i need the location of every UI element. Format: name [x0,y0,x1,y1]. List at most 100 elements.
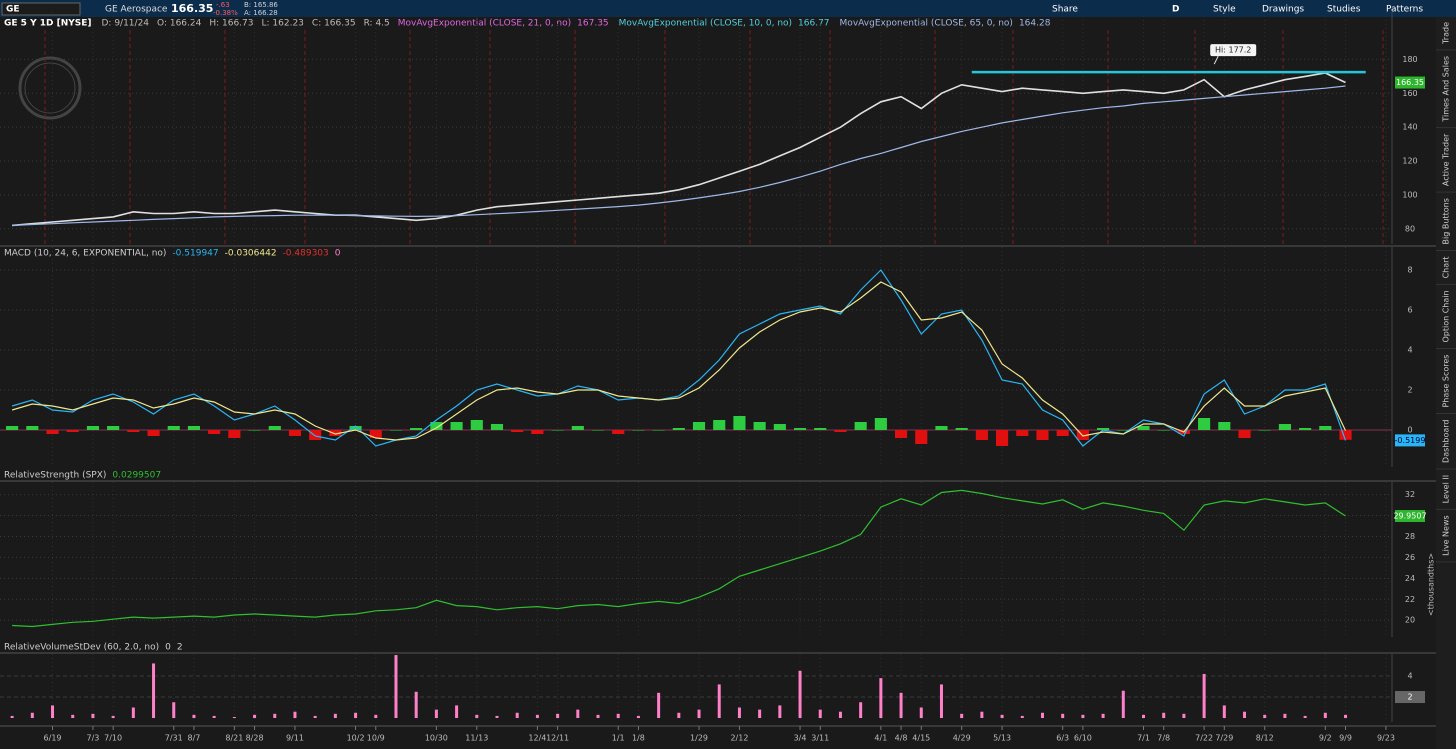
x-tick-label: 1/1 [612,734,625,743]
hi-pointer [1213,55,1219,65]
symbol[interactable]: GE [6,5,20,15]
x-tick-label: 9/9 [1339,734,1352,743]
study-label: RelativeStrength (SPX) [4,471,106,481]
x-tick-label: 8/7 [188,734,201,743]
symbol-input[interactable] [1,2,81,16]
histogram-bar [369,430,382,438]
volume-bar [131,707,135,719]
x-tick-label: 8/21 [225,734,243,743]
company-logo [18,56,82,120]
volume-bar [838,711,842,719]
volume-bar [1323,712,1327,719]
side-tab[interactable]: Option Chain [1442,290,1451,342]
x-tick-label: 6/10 [1074,734,1092,743]
ohlc-item: L: 162.23 [262,19,304,29]
histogram-bar [915,430,928,444]
histogram-bar [26,426,39,430]
y-tick-label: 160 [1402,89,1417,98]
last-value-box [1395,434,1425,447]
histogram-bar [713,420,726,430]
histogram-bar [410,428,423,430]
ohlc-item: O: 166.24 [157,19,202,29]
histogram-bar [1278,424,1291,430]
chart-area [0,17,1436,749]
toolbar-button[interactable]: Drawings [1262,5,1304,15]
volume-bar [333,713,337,719]
x-tick-label: 4/8 [895,734,908,743]
volume-bar [737,707,741,719]
volume-bar [1061,713,1065,719]
histogram-bar [1036,430,1049,440]
side-tab[interactable]: Live News [1442,515,1451,556]
volume-bar [515,712,519,719]
histogram-bar [612,430,625,434]
volume-bar [717,684,721,719]
volume-bar [1020,715,1024,719]
toolbar-button[interactable]: Patterns [1386,5,1423,15]
last-value-label: 166.35 [1396,78,1424,87]
x-tick-label: 9/11 [286,734,304,743]
volume-bar [354,712,358,719]
x-tick-label: 12/4 [528,734,546,743]
volume-bar [495,715,499,719]
x-tick-label: 9/23 [1377,734,1395,743]
side-tab[interactable]: Phase Scores [1442,355,1451,408]
histogram-bar [107,426,120,430]
toolbar [0,0,1456,17]
volume-bar [535,714,539,719]
volume-bar [616,713,620,719]
volume-bar [1243,711,1247,719]
toolbar-button[interactable]: Studies [1327,5,1361,15]
last-value-box [1395,691,1425,704]
x-tick-label: 7/10 [104,734,122,743]
volume-bar [1142,714,1146,719]
histogram-bar [591,430,605,431]
side-tab[interactable]: Trade [1442,22,1451,45]
histogram-bar [167,426,180,430]
side-tab[interactable]: Big Buttons [1442,198,1451,244]
volume-bar [253,714,257,719]
volume-bar [71,714,75,719]
toolbar-button[interactable]: Share [1052,5,1078,15]
study-value: -0.0306442 [225,249,277,259]
study-value: -0.519947 [172,249,218,259]
hi-label: Hi: 177.2 [1215,46,1251,55]
volume-bar [636,715,640,719]
side-tabs [1436,17,1456,749]
histogram-bar [1097,428,1110,430]
histogram-bar [208,430,221,434]
histogram-bar [1056,430,1069,436]
ohlc-item: R: 4.5 [364,19,390,29]
side-tab[interactable]: Dashboard [1442,420,1451,463]
volume-bar [576,709,580,719]
histogram-bar [571,426,584,430]
last-value-label: 2 [1407,693,1412,702]
volume-bar [192,714,196,719]
histogram-bar [1339,430,1352,440]
histogram-bar [349,426,362,430]
volume-bar [1344,714,1348,719]
histogram-bar [248,430,261,431]
x-tick-label: 10/9 [367,734,385,743]
side-tab[interactable]: Chart [1442,256,1451,278]
y-tick-label: 80 [1405,224,1415,233]
volume-bar [1283,713,1287,719]
y-tick-label: 4 [1407,346,1412,355]
x-tick-label: 2/12 [730,734,748,743]
volume-bar [1202,673,1206,719]
study-label: MACD (10, 24, 6, EXPONENTIAL, no) [4,249,166,259]
histogram-bar [329,430,342,436]
toolbar-button[interactable]: Style [1213,5,1236,15]
study-value: 0.0299507 [112,471,161,481]
company: GE Aerospace [105,5,168,15]
side-tab[interactable]: Times And Sales [1442,56,1451,123]
side-tab[interactable]: Level II [1442,475,1451,503]
study-value: 2 [177,643,183,653]
study-value: 166.77 [798,19,830,29]
histogram-bar [692,422,706,430]
side-tab[interactable]: Active Trader [1442,133,1451,186]
volume-bar [798,670,802,719]
period[interactable]: D [1172,5,1179,15]
histogram-bar [450,422,463,430]
